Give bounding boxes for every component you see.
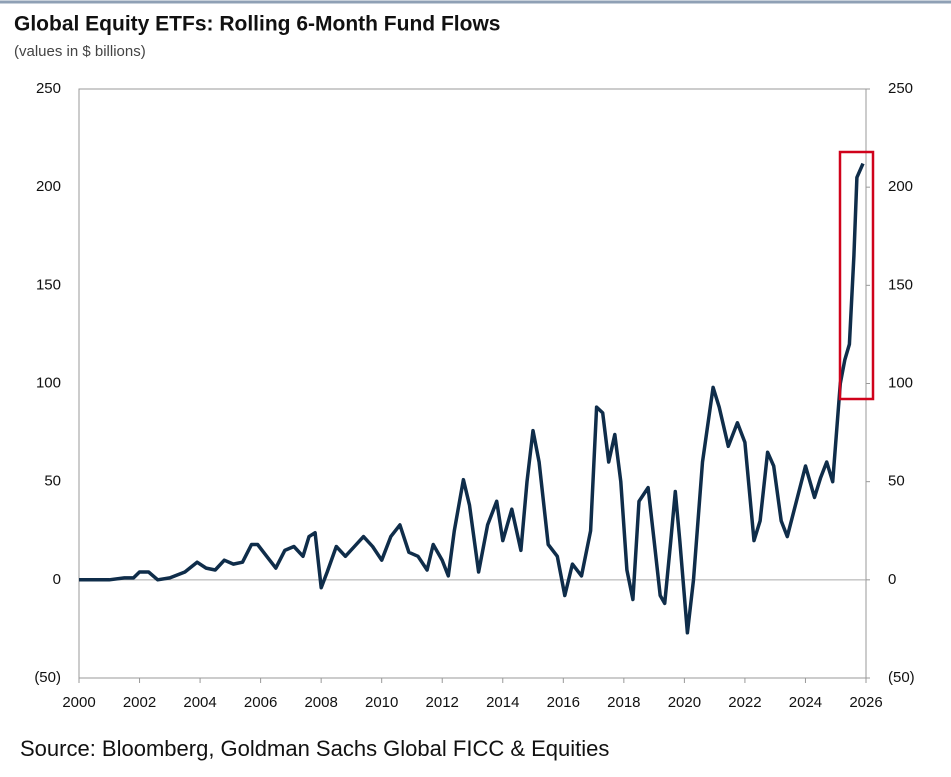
x-tick-label: 2008	[304, 694, 337, 711]
highlight-box	[838, 150, 875, 401]
x-tick-label: 2012	[426, 694, 459, 711]
x-tick-label: 2022	[728, 694, 761, 711]
y2-tick-label: 100	[888, 374, 913, 391]
y2-tick-label: (50)	[888, 669, 915, 686]
y-tick-label: 50	[44, 473, 61, 490]
y-tick-label: 200	[36, 178, 61, 195]
x-tick-label: 2000	[62, 694, 95, 711]
x-tick-label: 2014	[486, 694, 519, 711]
chart-subtitle: (values in $ billions)	[14, 43, 146, 60]
plot-frame	[78, 88, 867, 679]
x-tick-label: 2004	[183, 694, 216, 711]
y-tick-label: 150	[36, 276, 61, 293]
y-tick-label: (50)	[34, 669, 61, 686]
y2-tick-label: 50	[888, 473, 905, 490]
y-tick-label: 100	[36, 374, 61, 391]
source-note: Source: Bloomberg, Goldman Sachs Global …	[20, 736, 609, 761]
y-tick-label: 0	[53, 571, 61, 588]
x-tick-label: 2024	[789, 694, 822, 711]
x-tick-label: 2010	[365, 694, 398, 711]
x-tick-label: 2018	[607, 694, 640, 711]
x-tick-label: 2002	[123, 694, 156, 711]
x-tick-label: 2016	[547, 694, 580, 711]
chart-title: Global Equity ETFs: Rolling 6-Month Fund…	[14, 13, 500, 36]
y2-tick-label: 150	[888, 276, 913, 293]
y2-tick-label: 200	[888, 178, 913, 195]
data-line	[79, 162, 865, 635]
y-tick-label: 250	[36, 80, 61, 97]
x-tick-label: 2006	[244, 694, 277, 711]
x-tick-label: 2020	[668, 694, 701, 711]
x-tick-label: 2026	[849, 694, 882, 711]
y2-tick-label: 0	[888, 571, 896, 588]
y2-tick-label: 250	[888, 80, 913, 97]
